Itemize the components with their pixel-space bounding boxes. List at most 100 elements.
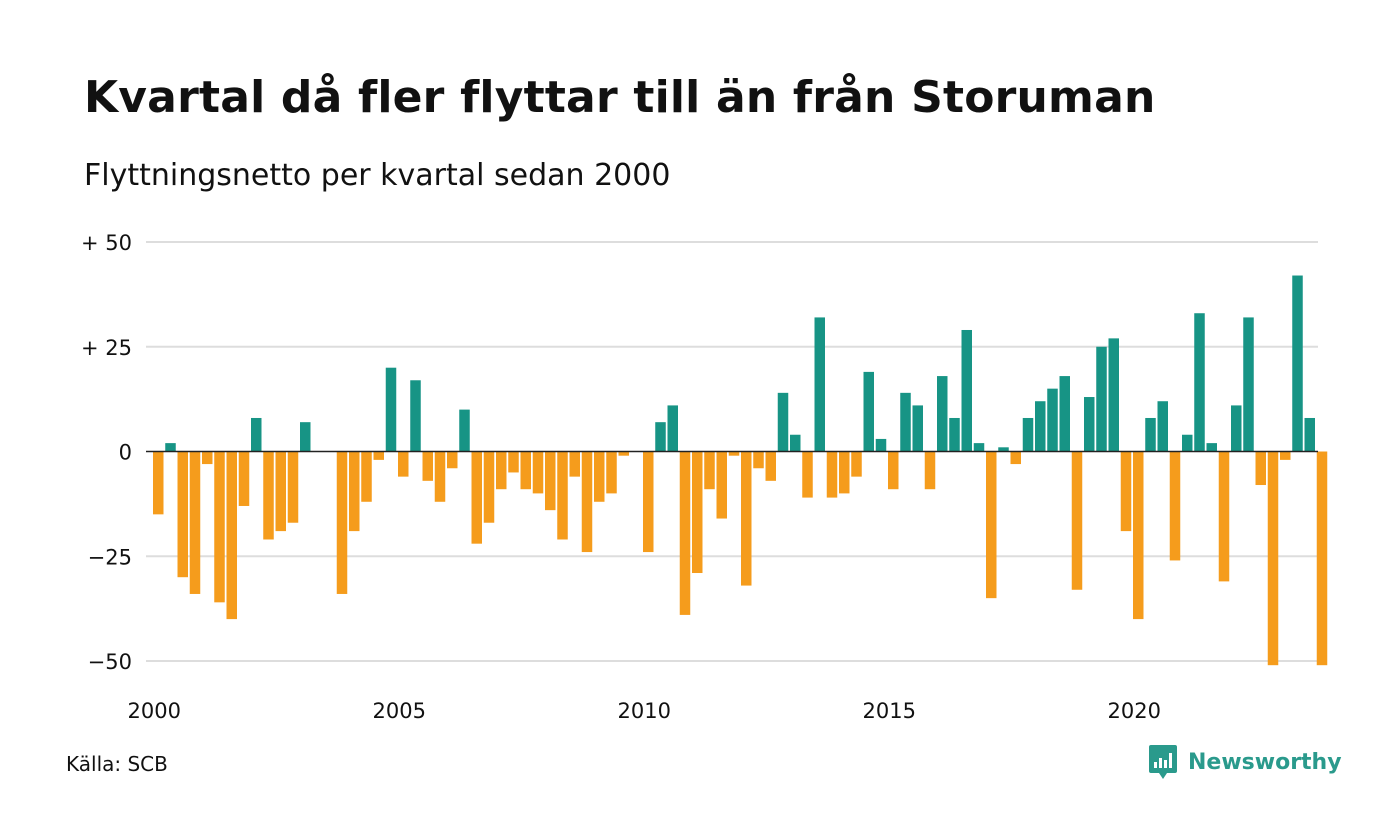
bar-2004-q1 — [349, 451, 360, 532]
bar-2001-q1 — [202, 451, 213, 465]
bar-2012-q1 — [741, 451, 752, 586]
bar-2011-q4 — [728, 451, 740, 456]
bar-2014-q2 — [851, 451, 862, 477]
bar-2001-q3 — [226, 451, 237, 620]
bars — [153, 275, 1328, 666]
chart-title: Kvartal då fler flyttar till än från Sto… — [84, 72, 1156, 123]
bar-2001-q4 — [238, 451, 250, 506]
x-tick-label: 2010 — [618, 699, 671, 723]
bar-2006-q1 — [447, 451, 458, 469]
brand-name: Newsworthy — [1188, 749, 1342, 775]
bar-2013-q3 — [814, 317, 825, 452]
bar-2021-q1 — [1182, 434, 1193, 452]
bar-2007-q1 — [496, 451, 507, 490]
bar-2019-q1 — [1084, 397, 1095, 452]
x-axis-ticks: 2000 2005 2010 2015 2020 — [128, 699, 1161, 723]
bar-2000-q4 — [189, 451, 201, 594]
bar-2011-q2 — [704, 451, 715, 490]
y-tick-label: −25 — [88, 545, 132, 569]
bar-2010-q4 — [679, 451, 691, 615]
y-tick-label: 0 — [119, 441, 132, 465]
y-axis-ticks: + 50 + 25 0 −25 −50 — [81, 231, 132, 674]
bar-2017-q2 — [998, 447, 1009, 452]
bar-2008-q1 — [545, 451, 556, 511]
bar-2023-q1 — [1280, 451, 1291, 460]
bar-2004-q4 — [385, 367, 397, 452]
bar-2021-q3 — [1206, 443, 1217, 452]
bar-2010-q2 — [655, 422, 666, 452]
bar-2006-q2 — [459, 409, 470, 452]
bar-2006-q3 — [471, 451, 482, 544]
bar-2008-q2 — [557, 451, 568, 540]
bar-2002-q3 — [275, 451, 286, 532]
bar-2014-q4 — [875, 438, 887, 452]
bar-2021-q2 — [1194, 313, 1205, 452]
y-tick-label: −50 — [88, 650, 132, 674]
bar-2005-q1 — [398, 451, 409, 477]
bar-2023-q4 — [1316, 451, 1328, 666]
bar-2009-q1 — [594, 451, 605, 502]
bar-2015-q4 — [924, 451, 936, 490]
bar-2008-q3 — [569, 451, 580, 477]
bar-2017-q1 — [986, 451, 997, 599]
y-tick-label: + 25 — [81, 336, 132, 360]
bar-2022-q2 — [1243, 317, 1254, 452]
bar-2011-q3 — [716, 451, 727, 519]
bar-2009-q2 — [606, 451, 617, 494]
bar-2005-q3 — [422, 451, 433, 481]
bar-2016-q3 — [961, 329, 972, 452]
bar-2007-q2 — [508, 451, 519, 473]
x-tick-label: 2020 — [1108, 699, 1161, 723]
bar-2018-q3 — [1059, 376, 1070, 452]
bar-2001-q2 — [214, 451, 225, 603]
bar-2013-q4 — [826, 451, 838, 498]
bar-2015-q1 — [888, 451, 899, 490]
bar-2018-q2 — [1047, 388, 1058, 452]
bar-2022-q4 — [1267, 451, 1279, 666]
newsworthy-chart-bubble-icon — [1149, 745, 1177, 779]
x-tick-label: 2005 — [373, 699, 426, 723]
bar-2000-q1 — [153, 451, 164, 515]
bar-2004-q2 — [361, 451, 372, 502]
bar-2005-q4 — [434, 451, 446, 502]
grid-lines — [146, 241, 1318, 662]
bar-2019-q2 — [1096, 346, 1107, 452]
bar-2012-q3 — [765, 451, 776, 481]
bar-2019-q3 — [1108, 338, 1119, 452]
bar-2020-q2 — [1145, 417, 1156, 452]
bar-2004-q3 — [373, 451, 384, 460]
bar-2013-q1 — [790, 434, 801, 452]
bar-2002-q1 — [251, 417, 262, 452]
bar-2019-q4 — [1120, 451, 1132, 532]
y-tick-label: + 50 — [81, 231, 132, 255]
bar-2010-q1 — [643, 451, 654, 553]
bar-2016-q2 — [949, 417, 960, 452]
bar-2000-q3 — [177, 451, 188, 578]
bar-2016-q1 — [937, 376, 948, 452]
bar-2008-q4 — [581, 451, 593, 553]
bar-2012-q4 — [777, 392, 789, 452]
bar-2023-q3 — [1304, 417, 1315, 452]
bar-2016-q4 — [973, 443, 985, 452]
bar-2007-q4 — [532, 451, 544, 494]
x-tick-label: 2000 — [128, 699, 181, 723]
bar-2017-q3 — [1010, 451, 1021, 465]
bar-2020-q4 — [1169, 451, 1181, 561]
bar-2002-q2 — [263, 451, 274, 540]
bar-2022-q1 — [1231, 405, 1242, 452]
brand-logo[interactable]: Newsworthy — [1148, 744, 1342, 780]
bar-2000-q2 — [165, 443, 176, 452]
bar-2021-q4 — [1218, 451, 1230, 582]
bar-2015-q3 — [912, 405, 923, 452]
bar-2009-q3 — [618, 451, 629, 456]
bar-2017-q4 — [1022, 417, 1034, 452]
bar-2014-q1 — [839, 451, 850, 494]
bar-2006-q4 — [483, 451, 495, 523]
bar-2003-q4 — [336, 451, 348, 594]
bar-2023-q2 — [1292, 275, 1303, 452]
bar-2022-q3 — [1255, 451, 1266, 486]
bar-2020-q3 — [1157, 401, 1168, 452]
bar-2018-q4 — [1071, 451, 1083, 590]
bar-2014-q3 — [863, 371, 874, 452]
